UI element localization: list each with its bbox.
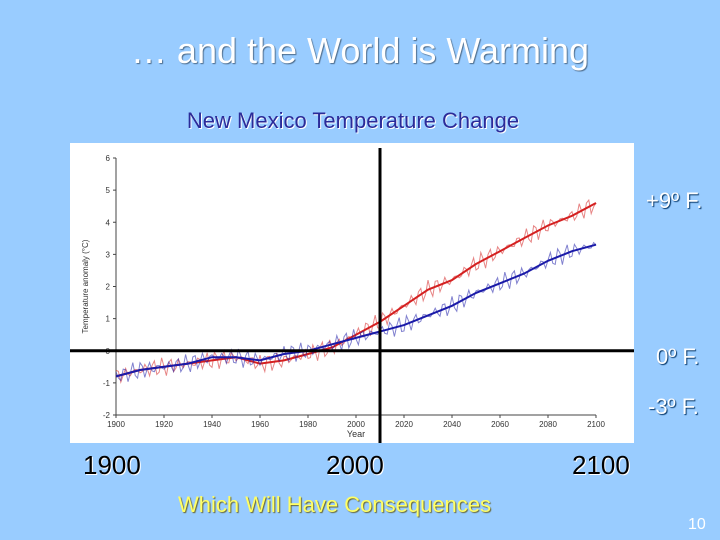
big-year-2000: 2000 [326,450,384,480]
x-tick-label: 1980 [299,420,317,429]
x-tick-label: 1920 [155,420,173,429]
y-tick-label: -1 [103,379,111,388]
x-tick-label: 2060 [491,420,509,429]
consequences-caption: Which Will Have Consequences [178,492,492,517]
y-tick-label: 5 [106,186,111,195]
temperature-chart: -2-1012345619001920194019601980200020202… [70,148,634,443]
y-tick-label: 6 [106,154,111,163]
y-tick-label: 3 [106,250,111,259]
x-tick-label: 1940 [203,420,221,429]
slide-title: … and the World is Warming [130,30,590,71]
x-tick-label: 2040 [443,420,461,429]
series-noisy-line [115,198,597,385]
annotation-minus3: -3º F. [648,394,699,419]
x-axis-label: Year [347,429,365,439]
y-tick-label: -2 [103,411,111,420]
y-tick-label: 2 [106,283,111,292]
big-year-2100: 2100 [572,450,630,480]
chart-series [115,198,597,385]
x-tick-label: 1900 [107,420,125,429]
chart-ticks: -2-1012345619001920194019601980200020202… [81,154,605,439]
annotation-plus9: +9º F. [646,188,703,213]
page-number: 10 [688,516,706,533]
y-tick-label: 4 [106,218,111,227]
big-year-1900: 1900 [83,450,141,480]
chart-subtitle: New Mexico Temperature Change [186,108,520,133]
y-tick-label: 1 [106,315,111,324]
chart-axes [115,158,596,416]
x-tick-label: 2080 [539,420,557,429]
series-line [115,243,597,378]
x-tick-label: 1960 [251,420,269,429]
annotation-zero: 0º F. [656,344,700,369]
x-tick-label: 2100 [587,420,605,429]
chart-reference-lines [70,148,634,443]
x-tick-label: 2000 [347,420,365,429]
series-noisy-line [115,241,597,382]
y-axis-label: Temperature anomaly (°C) [81,239,90,333]
x-tick-label: 2020 [395,420,413,429]
chart-panel [70,143,634,443]
